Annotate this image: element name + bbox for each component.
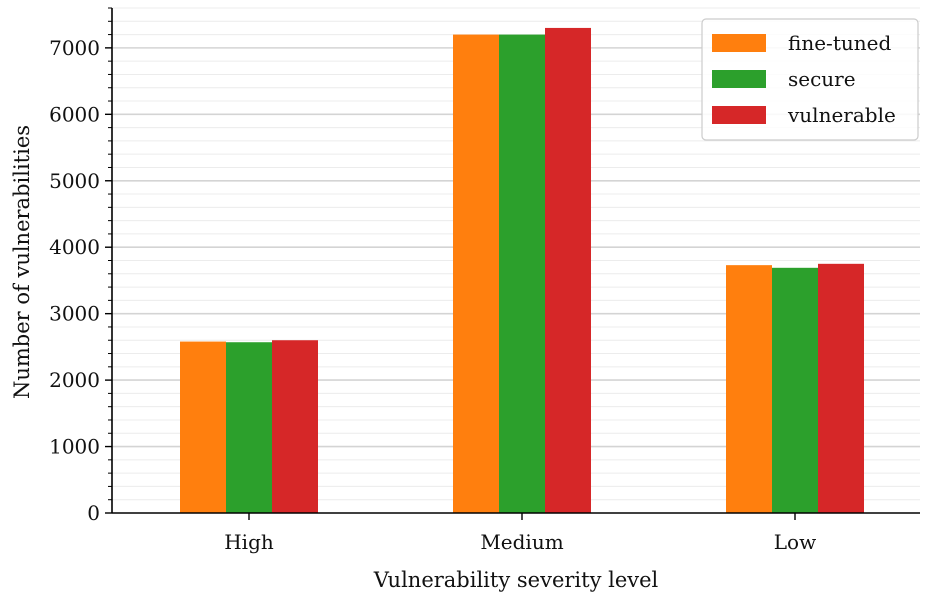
- y-tick-label: 0: [87, 501, 100, 525]
- bar-vulnerable-high: [272, 340, 318, 513]
- legend-label-secure: secure: [788, 67, 856, 91]
- bar-vulnerable-medium: [545, 27, 591, 514]
- bar-secure-medium: [499, 34, 545, 513]
- legend-label-vulnerable: vulnerable: [787, 103, 896, 127]
- x-tick-label: Low: [774, 530, 816, 554]
- x-axis-ticks: High Medium Low: [224, 513, 816, 554]
- y-tick-label: 6000: [49, 102, 100, 126]
- bar-secure-low: [772, 267, 818, 513]
- y-tick-label: 5000: [49, 169, 100, 193]
- y-tick-label: 2000: [49, 368, 100, 392]
- bar-fine-tuned-low: [726, 265, 772, 513]
- legend-label-fine-tuned: fine-tuned: [788, 31, 891, 55]
- y-axis-ticks: 0 1000 2000 3000 4000 5000 6000 7000: [49, 7, 112, 525]
- x-axis-title: Vulnerability severity level: [373, 568, 659, 592]
- legend-swatch-secure: [712, 70, 766, 88]
- bar-secure-high: [226, 342, 272, 513]
- bar-fine-tuned-high: [180, 341, 226, 513]
- y-axis-title: Number of vulnerabilities: [10, 125, 34, 399]
- y-tick-label: 7000: [49, 36, 100, 60]
- x-tick-label: Medium: [480, 530, 563, 554]
- y-tick-label: 1000: [49, 435, 100, 459]
- y-tick-label: 4000: [49, 235, 100, 259]
- bars-group: [180, 27, 864, 514]
- bar-vulnerable-low: [818, 263, 864, 513]
- y-tick-label: 3000: [49, 302, 100, 326]
- bar-fine-tuned-medium: [453, 34, 499, 513]
- legend-swatch-vulnerable: [712, 106, 766, 124]
- legend-swatch-fine-tuned: [712, 34, 766, 52]
- legend: fine-tuned secure vulnerable: [701, 18, 919, 141]
- x-tick-label: High: [224, 530, 274, 554]
